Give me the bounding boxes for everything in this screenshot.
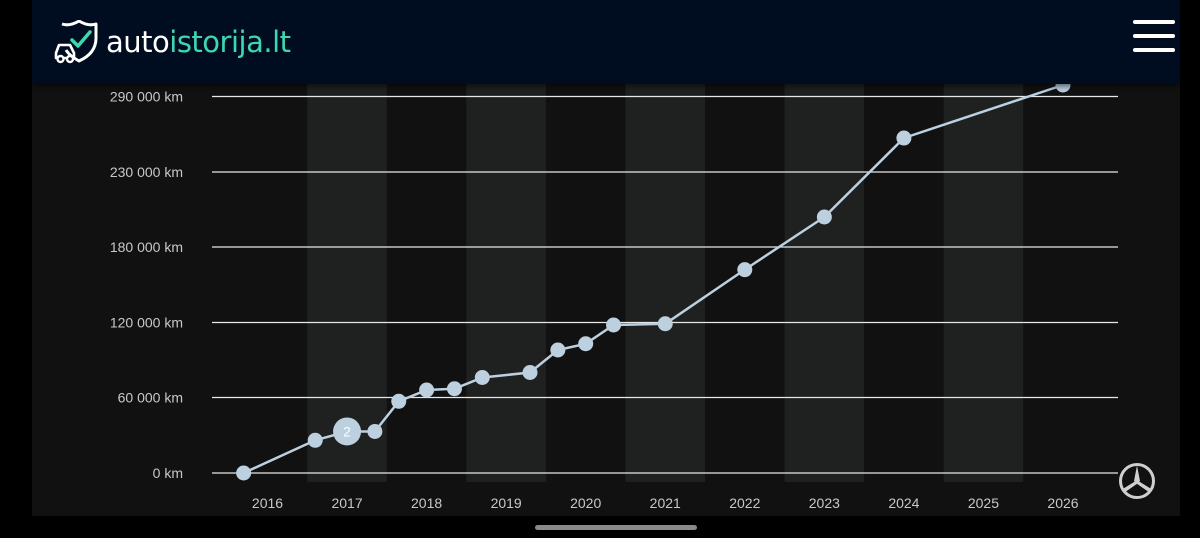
- data-point[interactable]: [367, 423, 383, 439]
- year-bands: [307, 84, 1024, 482]
- hamburger-menu-icon[interactable]: [1132, 20, 1178, 56]
- left-margin: [0, 0, 32, 538]
- data-points[interactable]: 2: [236, 77, 1071, 481]
- data-point[interactable]: [578, 336, 594, 352]
- data-point[interactable]: [446, 381, 462, 397]
- data-point[interactable]: [896, 130, 912, 146]
- data-point[interactable]: [816, 209, 832, 225]
- year-band-2021: [625, 84, 706, 482]
- mercedes-star-icon[interactable]: [1118, 462, 1156, 500]
- y-tick-label: 230 000 km: [110, 164, 183, 180]
- year-band-2017: [307, 84, 387, 482]
- x-tick-label: 2021: [650, 495, 681, 511]
- x-tick-label: 2022: [729, 495, 760, 511]
- data-point[interactable]: [657, 316, 673, 332]
- y-axis-labels: 0 km 60 000 km 120 000 km 180 000 km 230 000…: [110, 89, 183, 482]
- year-band-2023: [784, 84, 865, 482]
- mileage-chart: 0 km 60 000 km 120 000 km 180 000 km 230 000…: [110, 77, 1118, 511]
- data-point[interactable]: [419, 382, 435, 398]
- menu-line-middle: [1133, 34, 1175, 38]
- data-point[interactable]: [474, 370, 490, 385]
- logo-text-auto: auto: [106, 25, 170, 59]
- x-tick-label: 2018: [411, 495, 442, 511]
- top-header: autoistorija.lt: [32, 0, 1180, 84]
- grid-lines: [212, 95, 1118, 474]
- data-point[interactable]: [522, 365, 538, 380]
- y-tick-label: 60 000 km: [118, 390, 183, 406]
- y-tick-label: 290 000 km: [110, 89, 183, 105]
- data-point[interactable]: [550, 342, 566, 358]
- data-point[interactable]: [236, 465, 252, 481]
- cluster-count-label: 2: [343, 423, 351, 439]
- x-tick-label: 2023: [809, 495, 840, 511]
- y-tick-label: 120 000 km: [110, 315, 183, 331]
- x-tick-label: 2025: [968, 495, 999, 511]
- logo-text: autoistorija.lt: [106, 20, 291, 64]
- data-point[interactable]: [606, 317, 622, 333]
- right-margin: [1180, 0, 1200, 538]
- year-band-2019: [466, 84, 546, 482]
- year-band-2025: [943, 84, 1024, 482]
- x-tick-label: 2024: [888, 495, 919, 511]
- x-tick-label: 2019: [491, 495, 522, 511]
- site-logo[interactable]: autoistorija.lt: [54, 20, 291, 64]
- x-axis-labels: 2016 2017 2018 2019 2020 2021 2022 2023 2024 2025…: [252, 495, 1079, 511]
- home-indicator[interactable]: [535, 525, 697, 530]
- x-tick-label: 2020: [570, 495, 601, 511]
- data-point[interactable]: [307, 432, 323, 448]
- data-point[interactable]: [737, 262, 753, 278]
- x-tick-label: 2016: [252, 495, 283, 511]
- menu-line-bottom: [1133, 48, 1175, 52]
- menu-line-top: [1133, 20, 1175, 24]
- y-tick-label: 180 000 km: [110, 239, 183, 255]
- car-shield-check-icon: [54, 20, 98, 64]
- data-point[interactable]: [391, 393, 407, 409]
- logo-text-domain: istorija.lt: [169, 25, 291, 59]
- y-tick-label: 0 km: [153, 465, 183, 481]
- cluster-point[interactable]: [333, 417, 362, 446]
- x-tick-label: 2026: [1047, 495, 1078, 511]
- x-tick-label: 2017: [331, 495, 362, 511]
